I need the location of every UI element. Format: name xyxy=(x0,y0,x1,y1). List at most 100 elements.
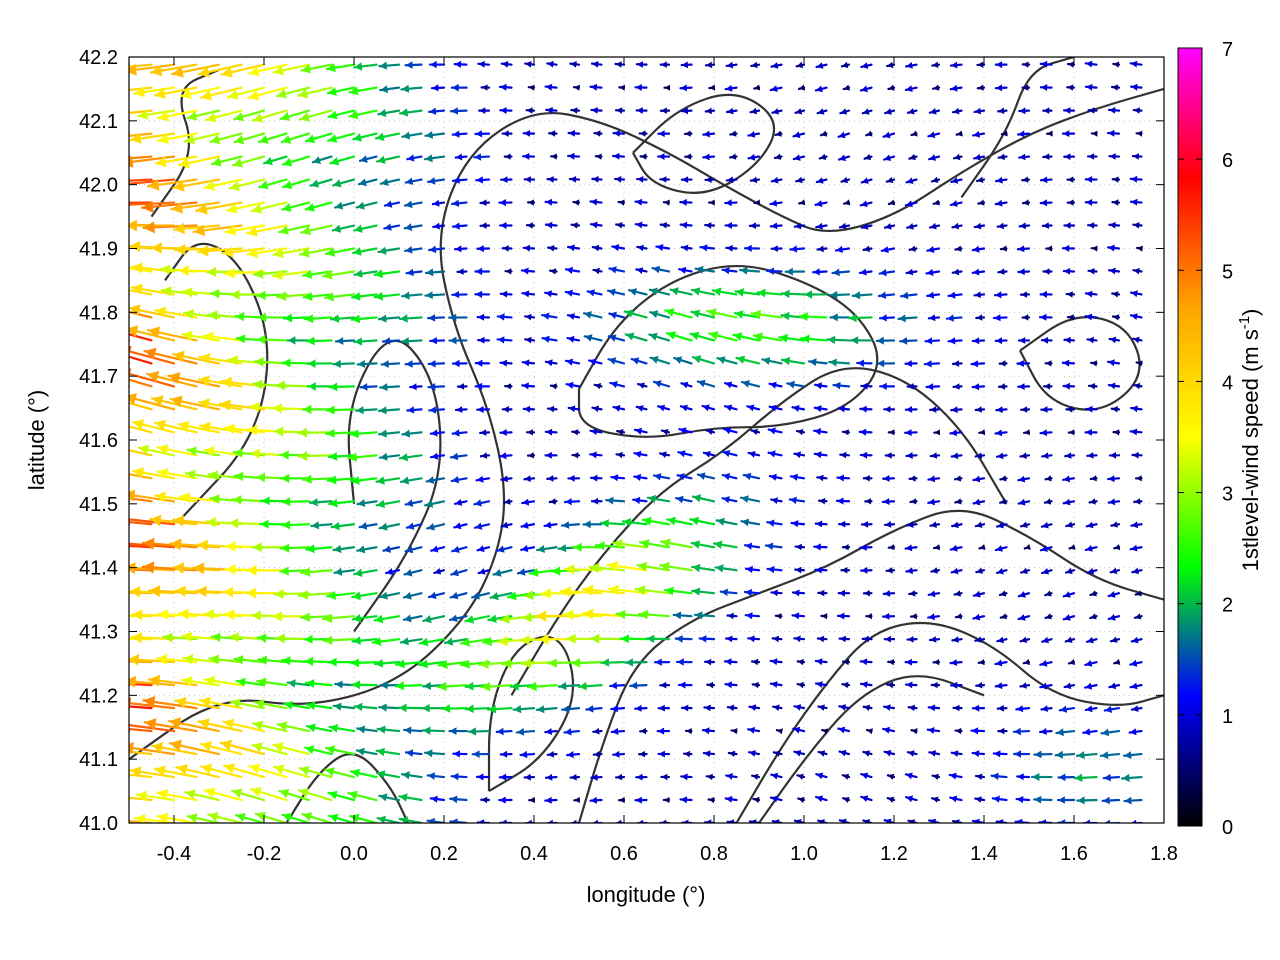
wind-vector xyxy=(882,704,896,711)
wind-vector xyxy=(251,542,288,553)
wind-vector xyxy=(1132,267,1143,275)
wind-vector xyxy=(306,359,333,368)
wind-vector xyxy=(951,636,963,643)
wind-vector xyxy=(409,383,423,391)
wind-vector xyxy=(180,86,221,100)
wind-vector xyxy=(638,130,648,137)
wind-vector xyxy=(582,520,603,529)
wind-vector xyxy=(257,655,288,665)
wind-vector xyxy=(207,812,243,823)
wind-vector xyxy=(925,268,941,276)
wind-vector xyxy=(373,659,401,668)
wind-vector xyxy=(227,518,266,529)
wind-vector xyxy=(404,360,423,368)
wind-vector xyxy=(202,331,243,343)
wind-vector xyxy=(908,153,918,161)
wind-vector xyxy=(520,521,536,529)
wind-vector xyxy=(907,704,918,712)
wind-vector xyxy=(1019,636,1031,643)
wind-vector xyxy=(949,681,963,689)
wind-vector xyxy=(229,289,266,300)
wind-vector xyxy=(971,245,986,253)
wind-vector xyxy=(1084,199,1098,206)
wind-vector xyxy=(768,473,783,481)
wind-vector xyxy=(196,245,243,257)
wind-vector xyxy=(199,741,243,756)
colorbar-tick-label: 7 xyxy=(1222,39,1233,61)
wind-vector xyxy=(540,588,581,599)
wind-vector xyxy=(727,750,738,757)
wind-vector xyxy=(735,355,761,365)
wind-vector xyxy=(792,726,806,734)
wind-vector xyxy=(704,107,716,115)
wind-vector xyxy=(832,381,851,390)
x-tick-label: 0.4 xyxy=(520,843,548,865)
wind-vector xyxy=(385,568,401,576)
wind-vector xyxy=(612,539,648,549)
wind-vector xyxy=(795,176,806,184)
wind-vector xyxy=(813,382,828,390)
wind-vector xyxy=(666,516,693,526)
wind-vector xyxy=(453,60,468,68)
wind-vector xyxy=(140,200,198,213)
wind-vector xyxy=(930,176,941,183)
wind-vector xyxy=(423,154,446,163)
wind-vector xyxy=(949,795,963,803)
wind-vector xyxy=(205,109,243,123)
wind-vector xyxy=(305,544,333,554)
wind-vector xyxy=(743,588,761,597)
wind-vector xyxy=(750,61,761,69)
wind-vector xyxy=(129,518,176,526)
wind-vector xyxy=(592,728,603,735)
wind-vector xyxy=(1030,773,1053,781)
wind-vector xyxy=(851,291,873,300)
wind-vector xyxy=(606,288,626,296)
wind-vector xyxy=(129,63,176,76)
wind-vector xyxy=(721,496,738,504)
wind-vector xyxy=(586,289,603,297)
contour-basin-a xyxy=(577,265,879,438)
wind-vector xyxy=(774,613,783,620)
wind-vector xyxy=(744,565,761,574)
wind-vector xyxy=(172,350,221,365)
wind-vector xyxy=(954,727,963,735)
wind-vector xyxy=(129,155,176,168)
wind-vector xyxy=(1042,107,1053,114)
wind-vector xyxy=(276,291,311,302)
wind-vector xyxy=(475,475,491,483)
wind-vector xyxy=(172,178,221,192)
wind-vector xyxy=(129,592,131,595)
wind-vector xyxy=(953,590,963,597)
wind-vector xyxy=(887,659,896,666)
wind-vector xyxy=(696,379,716,388)
wind-vector xyxy=(424,268,446,277)
wind-vector xyxy=(281,358,311,368)
wind-vector xyxy=(883,749,896,757)
wind-vector xyxy=(1090,245,1098,252)
wind-vector xyxy=(593,383,603,390)
wind-vector xyxy=(995,176,1008,184)
wind-vector xyxy=(683,130,693,137)
wind-vector xyxy=(430,545,446,553)
wind-vector xyxy=(333,567,356,576)
wind-vector xyxy=(838,749,851,757)
wind-vector xyxy=(788,496,806,504)
wind-vector xyxy=(659,222,671,229)
wind-vector xyxy=(743,244,761,252)
wind-vector xyxy=(492,569,513,577)
wind-vector xyxy=(951,360,963,367)
wind-vector xyxy=(427,314,446,322)
wind-vector xyxy=(172,222,221,235)
wind-vector xyxy=(359,383,378,391)
wind-vector xyxy=(404,545,423,554)
wind-vector xyxy=(591,176,603,183)
wind-vector xyxy=(659,819,671,823)
wind-vector xyxy=(258,178,288,190)
wind-vector xyxy=(738,266,761,275)
wind-vector xyxy=(659,681,671,689)
wind-vector xyxy=(932,84,941,91)
wind-vector xyxy=(861,635,873,643)
wind-vector xyxy=(636,819,648,823)
wind-vector xyxy=(999,245,1008,252)
wind-vector xyxy=(522,244,536,252)
